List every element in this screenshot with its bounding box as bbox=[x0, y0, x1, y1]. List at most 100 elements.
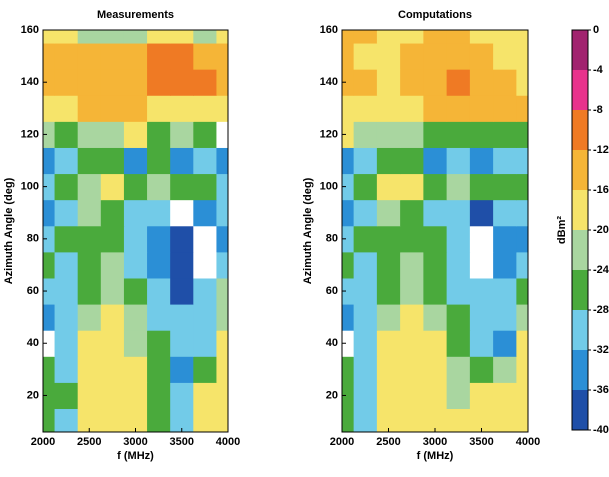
contour-cell bbox=[100, 356, 125, 383]
y-tick-label: 140 bbox=[21, 76, 39, 88]
y-tick-label: 20 bbox=[27, 389, 39, 401]
contour-cell bbox=[54, 95, 79, 122]
contour-cell bbox=[469, 330, 494, 357]
y-tick-label: 80 bbox=[27, 233, 39, 245]
contour-cell bbox=[170, 173, 194, 201]
contour-cell bbox=[170, 382, 194, 410]
contour-cell bbox=[493, 147, 517, 175]
colorbar-tick-label: -36 bbox=[593, 384, 609, 396]
contour-cell bbox=[43, 251, 56, 279]
x-tick-label: 3500 bbox=[469, 436, 493, 448]
contour-cell bbox=[376, 330, 401, 357]
y-tick-label: 160 bbox=[21, 24, 39, 36]
contour-cell bbox=[342, 43, 355, 70]
contour-cell bbox=[376, 277, 401, 305]
contour-cell bbox=[43, 277, 56, 305]
contour-cell bbox=[100, 43, 125, 70]
contour-cell bbox=[77, 199, 102, 227]
contour-cell bbox=[469, 356, 494, 383]
chart-title: Computations bbox=[398, 9, 472, 21]
contour-cell bbox=[400, 382, 424, 410]
contour-cell bbox=[77, 382, 102, 410]
contour-cell bbox=[516, 277, 528, 305]
contour-cell bbox=[400, 330, 424, 357]
contour-cell bbox=[123, 69, 148, 96]
contour-cell bbox=[423, 225, 448, 253]
x-tick-label: 4000 bbox=[516, 436, 540, 448]
contour-cell bbox=[353, 43, 378, 70]
contour-cell bbox=[193, 277, 217, 305]
colorbar-label: dBm² bbox=[556, 216, 568, 244]
contour-cell bbox=[469, 95, 494, 122]
contour-cell bbox=[342, 382, 355, 410]
contour-cell bbox=[77, 304, 102, 331]
contour-cell bbox=[216, 251, 228, 279]
contour-cell bbox=[147, 69, 171, 96]
contour-cell bbox=[170, 147, 194, 175]
contour-cell bbox=[216, 304, 228, 331]
contour-cell bbox=[193, 225, 217, 253]
contour-cell bbox=[342, 251, 355, 279]
contour-cell bbox=[493, 330, 517, 357]
contour-cell bbox=[77, 69, 102, 96]
contour-cell bbox=[446, 199, 471, 227]
contour-cell bbox=[493, 69, 517, 96]
colorbar-segment bbox=[572, 350, 588, 390]
x-tick-label: 2000 bbox=[31, 436, 55, 448]
contour-cell bbox=[342, 121, 355, 148]
contour-cell bbox=[446, 95, 471, 122]
contour-cell bbox=[147, 121, 171, 148]
contour-cell bbox=[446, 69, 471, 96]
contour-cell bbox=[77, 30, 102, 44]
contour-cell bbox=[77, 43, 102, 70]
contour-cell bbox=[100, 408, 125, 432]
contour-cell bbox=[54, 330, 79, 357]
contour-cell bbox=[147, 382, 171, 410]
contour-cell bbox=[516, 330, 528, 357]
contour-cell bbox=[193, 382, 217, 410]
y-tick-label: 120 bbox=[320, 128, 338, 140]
contour-cell bbox=[77, 277, 102, 305]
contour-cell bbox=[193, 199, 217, 227]
colorbar-tick-label: -28 bbox=[593, 304, 609, 316]
contour-cell bbox=[423, 277, 448, 305]
contour-cell bbox=[100, 173, 125, 201]
contour-cell bbox=[376, 173, 401, 201]
contour-cell bbox=[423, 147, 448, 175]
contour-cell bbox=[170, 69, 194, 96]
contour-cell bbox=[77, 121, 102, 148]
contour-cell bbox=[170, 251, 194, 279]
contour-cell bbox=[54, 382, 79, 410]
contour-cell bbox=[446, 408, 471, 432]
contour-cell bbox=[170, 356, 194, 383]
contour-cell bbox=[123, 199, 148, 227]
contour-cell bbox=[342, 304, 355, 331]
contour-cell bbox=[54, 173, 79, 201]
contour-cell bbox=[493, 356, 517, 383]
contour-cell bbox=[400, 95, 424, 122]
contour-cell bbox=[469, 251, 494, 279]
contour-cell bbox=[77, 225, 102, 253]
contour-cell bbox=[376, 43, 401, 70]
contour-cell bbox=[423, 199, 448, 227]
colorbar-tick-label: -16 bbox=[593, 184, 609, 196]
contour-cell bbox=[446, 173, 471, 201]
contour-cell bbox=[493, 225, 517, 253]
contour-cell bbox=[123, 356, 148, 383]
contour-cell bbox=[493, 408, 517, 432]
contour-cell bbox=[54, 277, 79, 305]
contour-cell bbox=[77, 147, 102, 175]
contour-cell bbox=[216, 356, 228, 383]
contour-cell bbox=[516, 121, 528, 148]
contour-cell bbox=[400, 173, 424, 201]
contour-cell bbox=[100, 251, 125, 279]
contour-cell bbox=[100, 121, 125, 148]
contour-cell bbox=[400, 30, 424, 44]
contour-cell bbox=[54, 147, 79, 175]
colorbar-segment bbox=[572, 190, 588, 230]
contour-cell bbox=[353, 251, 378, 279]
contour-cell bbox=[353, 330, 378, 357]
contour-cell bbox=[54, 30, 79, 44]
contour-cell bbox=[43, 30, 56, 44]
